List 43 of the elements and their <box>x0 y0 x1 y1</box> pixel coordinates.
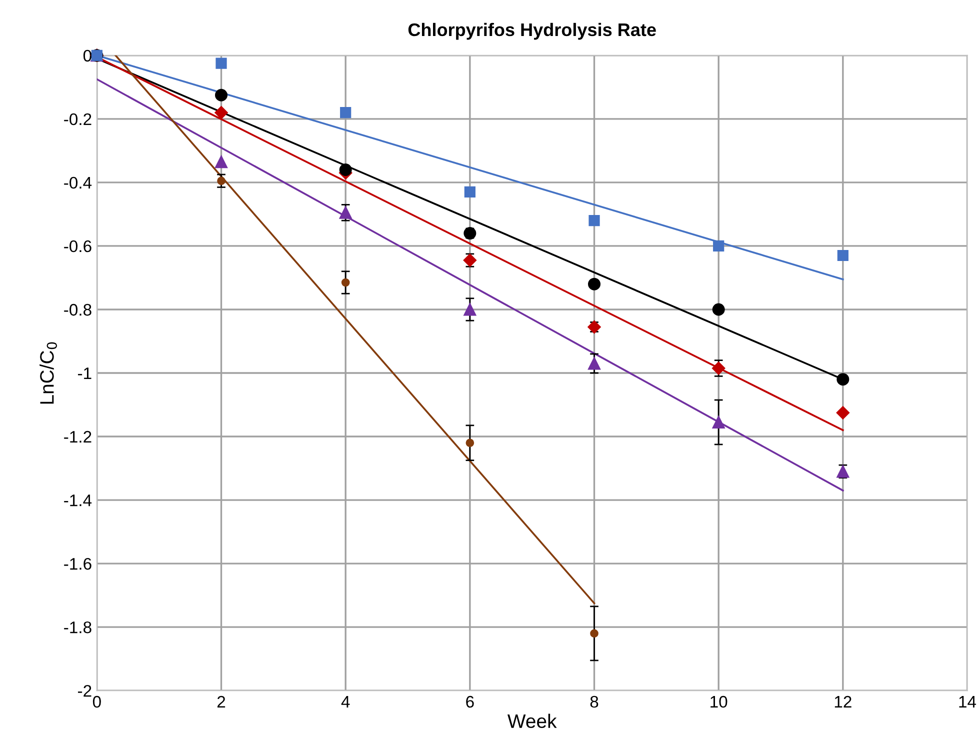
point <box>215 88 228 102</box>
x-tick-label: 6 <box>466 696 474 708</box>
y-tick-label: -1.2 <box>64 430 92 443</box>
y-tick-label: -2 <box>78 684 92 697</box>
point <box>464 186 476 198</box>
point <box>713 240 724 252</box>
point <box>216 58 227 69</box>
y-tick-label: -1.6 <box>64 558 92 570</box>
y-tick-label: -0.8 <box>64 304 92 316</box>
y-tick-label: -1 <box>78 368 92 380</box>
point <box>340 107 352 118</box>
x-tick-label: 8 <box>590 696 598 708</box>
y-axis-title: LnC/C$_{0}$ <box>40 342 58 404</box>
point <box>836 406 850 420</box>
point <box>339 206 352 219</box>
point <box>215 156 228 168</box>
x-tick-label: 2 <box>217 696 226 708</box>
x-axis-title: Week <box>507 714 557 728</box>
point <box>712 416 725 428</box>
y-tick-label: -1.8 <box>64 621 92 634</box>
point <box>837 250 848 262</box>
y-tick-label: -0.2 <box>64 113 92 126</box>
point <box>464 303 476 316</box>
point <box>590 629 598 638</box>
x-tick-label: 10 <box>710 696 728 708</box>
x-tick-label: 14 <box>959 696 976 708</box>
point <box>341 278 350 287</box>
point <box>712 303 725 316</box>
chart-title: Chlorpyrifos Hydrolysis Rate <box>408 22 656 40</box>
x-tick-label: 0 <box>92 696 101 708</box>
point <box>588 357 601 370</box>
point <box>836 373 850 386</box>
point <box>214 106 228 120</box>
point <box>588 215 600 226</box>
point <box>588 278 601 290</box>
y-tick-label: -0.4 <box>64 176 92 189</box>
y-tick-label: -0.6 <box>64 240 92 252</box>
x-tick-label: 12 <box>834 696 852 708</box>
point <box>339 164 352 176</box>
y-tick-label: -1.4 <box>64 494 92 506</box>
x-tick-label: 4 <box>341 696 350 708</box>
point <box>466 438 474 448</box>
point <box>217 176 226 186</box>
